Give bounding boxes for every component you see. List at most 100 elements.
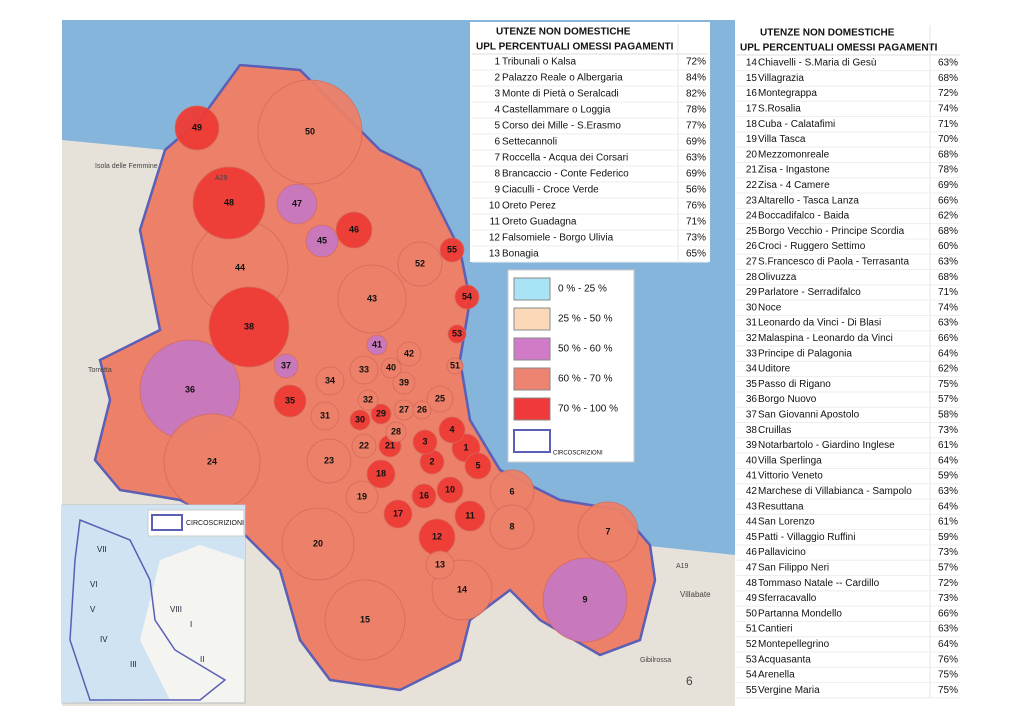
district xyxy=(351,433,377,459)
row-number: 45 xyxy=(746,532,758,543)
district-label: 32 xyxy=(363,394,373,404)
row-percent: 71% xyxy=(938,287,958,298)
district-label: 23 xyxy=(324,455,334,465)
row-name: Falsomiele - Borgo Ulivia xyxy=(502,233,614,244)
row-number: 48 xyxy=(746,578,758,589)
row-name: Villa Sperlinga xyxy=(758,455,822,466)
table-header: UTENZE NON DOMESTICHE xyxy=(760,28,895,39)
row-percent: 73% xyxy=(938,425,958,436)
district xyxy=(276,183,318,225)
district xyxy=(454,500,486,532)
legend-swatch xyxy=(513,307,551,331)
row-number: 17 xyxy=(746,104,758,115)
row-percent: 61% xyxy=(938,440,958,451)
row-name: Villagrazia xyxy=(758,73,804,84)
row-percent: 62% xyxy=(938,364,958,375)
inset-zone: VII xyxy=(97,545,107,554)
district-label: 26 xyxy=(417,404,427,414)
row-name: S.Francesco di Paola - Terrasanta xyxy=(758,257,909,268)
row-number: 7 xyxy=(494,153,500,164)
row-percent: 59% xyxy=(938,471,958,482)
district-label: 19 xyxy=(357,491,367,501)
row-name: Castellammare o Loggia xyxy=(502,105,611,116)
place-label: Gibilrossa xyxy=(640,657,671,664)
row-name: Montegrappa xyxy=(758,88,817,99)
district-label: 42 xyxy=(404,348,414,358)
district xyxy=(357,389,379,411)
district-label: 20 xyxy=(313,538,323,548)
row-percent: 66% xyxy=(938,333,958,344)
row-number: 12 xyxy=(489,233,501,244)
row-number: 47 xyxy=(746,563,758,574)
row-name: Borgo Nuovo xyxy=(758,394,817,405)
row-name: San Filippo Neri xyxy=(758,563,829,574)
row-name: Passo di Rigano xyxy=(758,379,831,390)
row-percent: 66% xyxy=(938,608,958,619)
district xyxy=(208,286,290,368)
row-number: 33 xyxy=(746,348,758,359)
legend-label: 0 % - 25 % xyxy=(558,284,607,295)
district xyxy=(281,507,355,581)
row-name: Mezzomonreale xyxy=(758,149,830,160)
district-label: 27 xyxy=(399,404,409,414)
row-number: 14 xyxy=(746,58,758,69)
district xyxy=(370,403,392,425)
row-name: Croci - Ruggero Settimo xyxy=(758,241,866,252)
inset-zone: I xyxy=(190,620,192,629)
row-name: Oreto Guadagna xyxy=(502,217,577,228)
inset-sea xyxy=(62,505,245,703)
row-name: Ciaculli - Croce Verde xyxy=(502,185,599,196)
district xyxy=(542,557,628,643)
district xyxy=(366,334,388,356)
district xyxy=(489,504,535,550)
row-name: Tribunali o Kalsa xyxy=(502,57,577,68)
district-label: 55 xyxy=(447,244,457,254)
place-label: A29 xyxy=(215,175,228,182)
row-name: Olivuzza xyxy=(758,272,797,283)
row-number: 16 xyxy=(746,88,758,99)
district-labels: 1234567891011121314151617181920212223242… xyxy=(185,122,611,624)
row-name: Brancaccio - Conte Federico xyxy=(502,169,629,180)
district-label: 46 xyxy=(349,224,359,234)
row-name: Resuttana xyxy=(758,501,804,512)
district-label: 6 xyxy=(509,486,514,496)
district-label: 53 xyxy=(452,328,462,338)
row-percent: 69% xyxy=(686,169,706,180)
row-number: 43 xyxy=(746,501,758,512)
district xyxy=(345,480,379,514)
district xyxy=(383,499,413,529)
row-percent: 62% xyxy=(938,211,958,222)
row-name: Cantieri xyxy=(758,624,792,635)
district xyxy=(349,355,379,385)
district-label: 44 xyxy=(235,262,245,272)
place-label: Torretta xyxy=(88,367,112,374)
row-percent: 73% xyxy=(938,593,958,604)
row-number: 44 xyxy=(746,517,758,528)
row-name: Arenella xyxy=(758,670,795,681)
district-label: 17 xyxy=(393,508,403,518)
row-percent: 57% xyxy=(938,563,958,574)
row-name: San Lorenzo xyxy=(758,517,815,528)
row-name: Parlatore - Serradifalco xyxy=(758,287,861,298)
row-percent: 60% xyxy=(938,241,958,252)
row-percent: 63% xyxy=(938,58,958,69)
district-label: 24 xyxy=(207,456,217,466)
place-label: A19 xyxy=(676,563,689,570)
row-name: Villa Tasca xyxy=(758,134,806,145)
row-name: Sferracavallo xyxy=(758,593,817,604)
district-label: 34 xyxy=(325,375,335,385)
district-label: 31 xyxy=(320,410,330,420)
top-table-bg xyxy=(470,22,710,262)
district xyxy=(257,79,363,185)
row-number: 41 xyxy=(746,471,758,482)
district xyxy=(426,385,454,413)
row-percent: 68% xyxy=(938,226,958,237)
inset-zone: II xyxy=(200,655,204,664)
district-label: 7 xyxy=(605,526,610,536)
row-number: 11 xyxy=(490,217,501,228)
district xyxy=(306,438,352,484)
row-percent: 84% xyxy=(686,73,706,84)
district-label: 3 xyxy=(422,436,427,446)
row-number: 37 xyxy=(746,410,758,421)
